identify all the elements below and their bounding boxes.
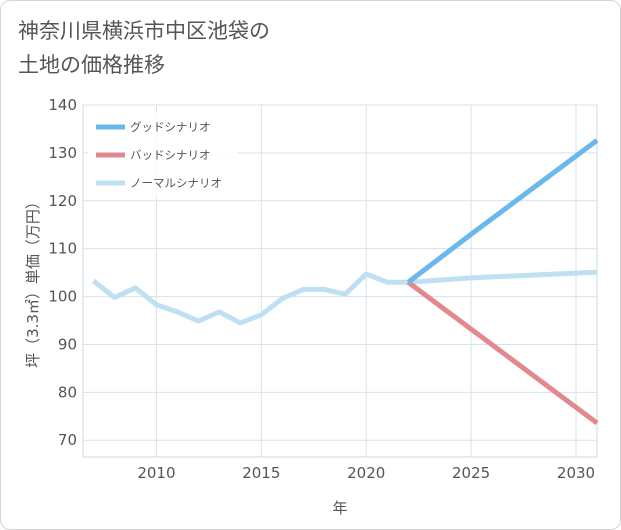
y-axis-label: 坪（3.3㎡）単価（万円） [24, 194, 42, 368]
x-tick-label: 2030 [557, 464, 595, 482]
y-tick-label: 80 [58, 383, 77, 401]
series-line-0 [406, 138, 599, 285]
legend-label: グッドシナリオ [130, 120, 211, 134]
x-tick-label: 2025 [452, 464, 490, 482]
series-line-1 [406, 280, 599, 426]
legend-label: バッドシナリオ [130, 148, 211, 162]
y-tick-label: 110 [48, 240, 77, 258]
y-tick-label: 100 [48, 288, 77, 306]
series-line-2 [91, 269, 598, 326]
x-tick-label: 2020 [347, 464, 385, 482]
y-tick-label: 90 [58, 335, 77, 353]
x-axis-label: 年 [332, 499, 347, 517]
y-tick-label: 140 [48, 96, 77, 114]
y-tick-label: 130 [48, 144, 77, 162]
x-tick-label: 2015 [242, 464, 280, 482]
y-tick-label: 70 [58, 431, 77, 449]
x-tick-label: 2010 [137, 464, 175, 482]
title-line-2: 土地の価格推移 [18, 53, 165, 77]
page-title: 神奈川県横浜市中区池袋の 土地の価格推移 [18, 14, 270, 82]
y-tick-label: 120 [48, 192, 77, 210]
title-line-1: 神奈川県横浜市中区池袋の [18, 19, 270, 43]
legend-label: ノーマルシナリオ [130, 176, 222, 190]
